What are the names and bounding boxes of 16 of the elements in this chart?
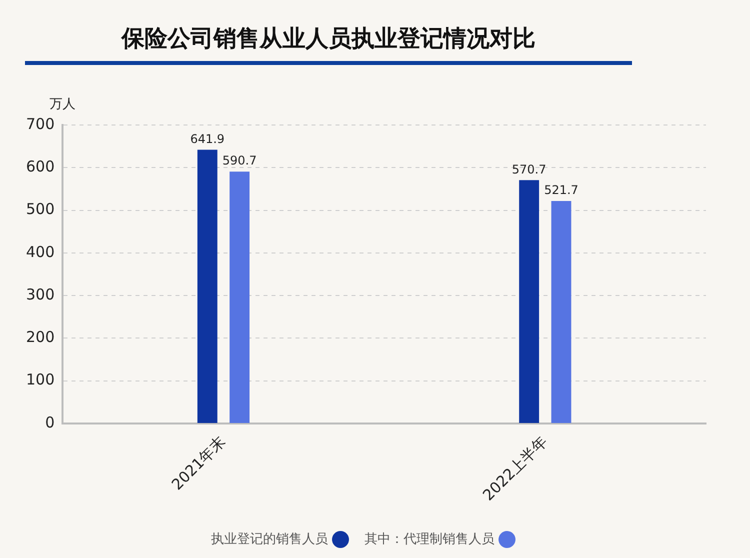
data-label: 570.7 [512,162,546,176]
data-label: 590.7 [222,154,257,168]
legend-label: 其中：代理制销售人员 [364,532,494,547]
y-tick-label: 100 [26,370,55,389]
data-label: 641.9 [190,132,225,146]
legend-label: 执业登记的销售人员 [211,532,328,547]
y-tick-label: 500 [26,200,55,218]
y-tick-label: 600 [26,158,55,176]
y-tick-label: 700 [26,114,55,133]
chart-title: 保险公司销售从业人员执业登记情况对比 [120,25,536,54]
data-label: 521.7 [544,183,578,198]
y-tick-label: 0 [45,413,55,432]
y-tick-label: 300 [26,285,55,304]
y-tick-label: 200 [26,328,55,346]
y-tick-label: 400 [26,242,55,261]
y-axis-title: 万人 [50,96,76,112]
